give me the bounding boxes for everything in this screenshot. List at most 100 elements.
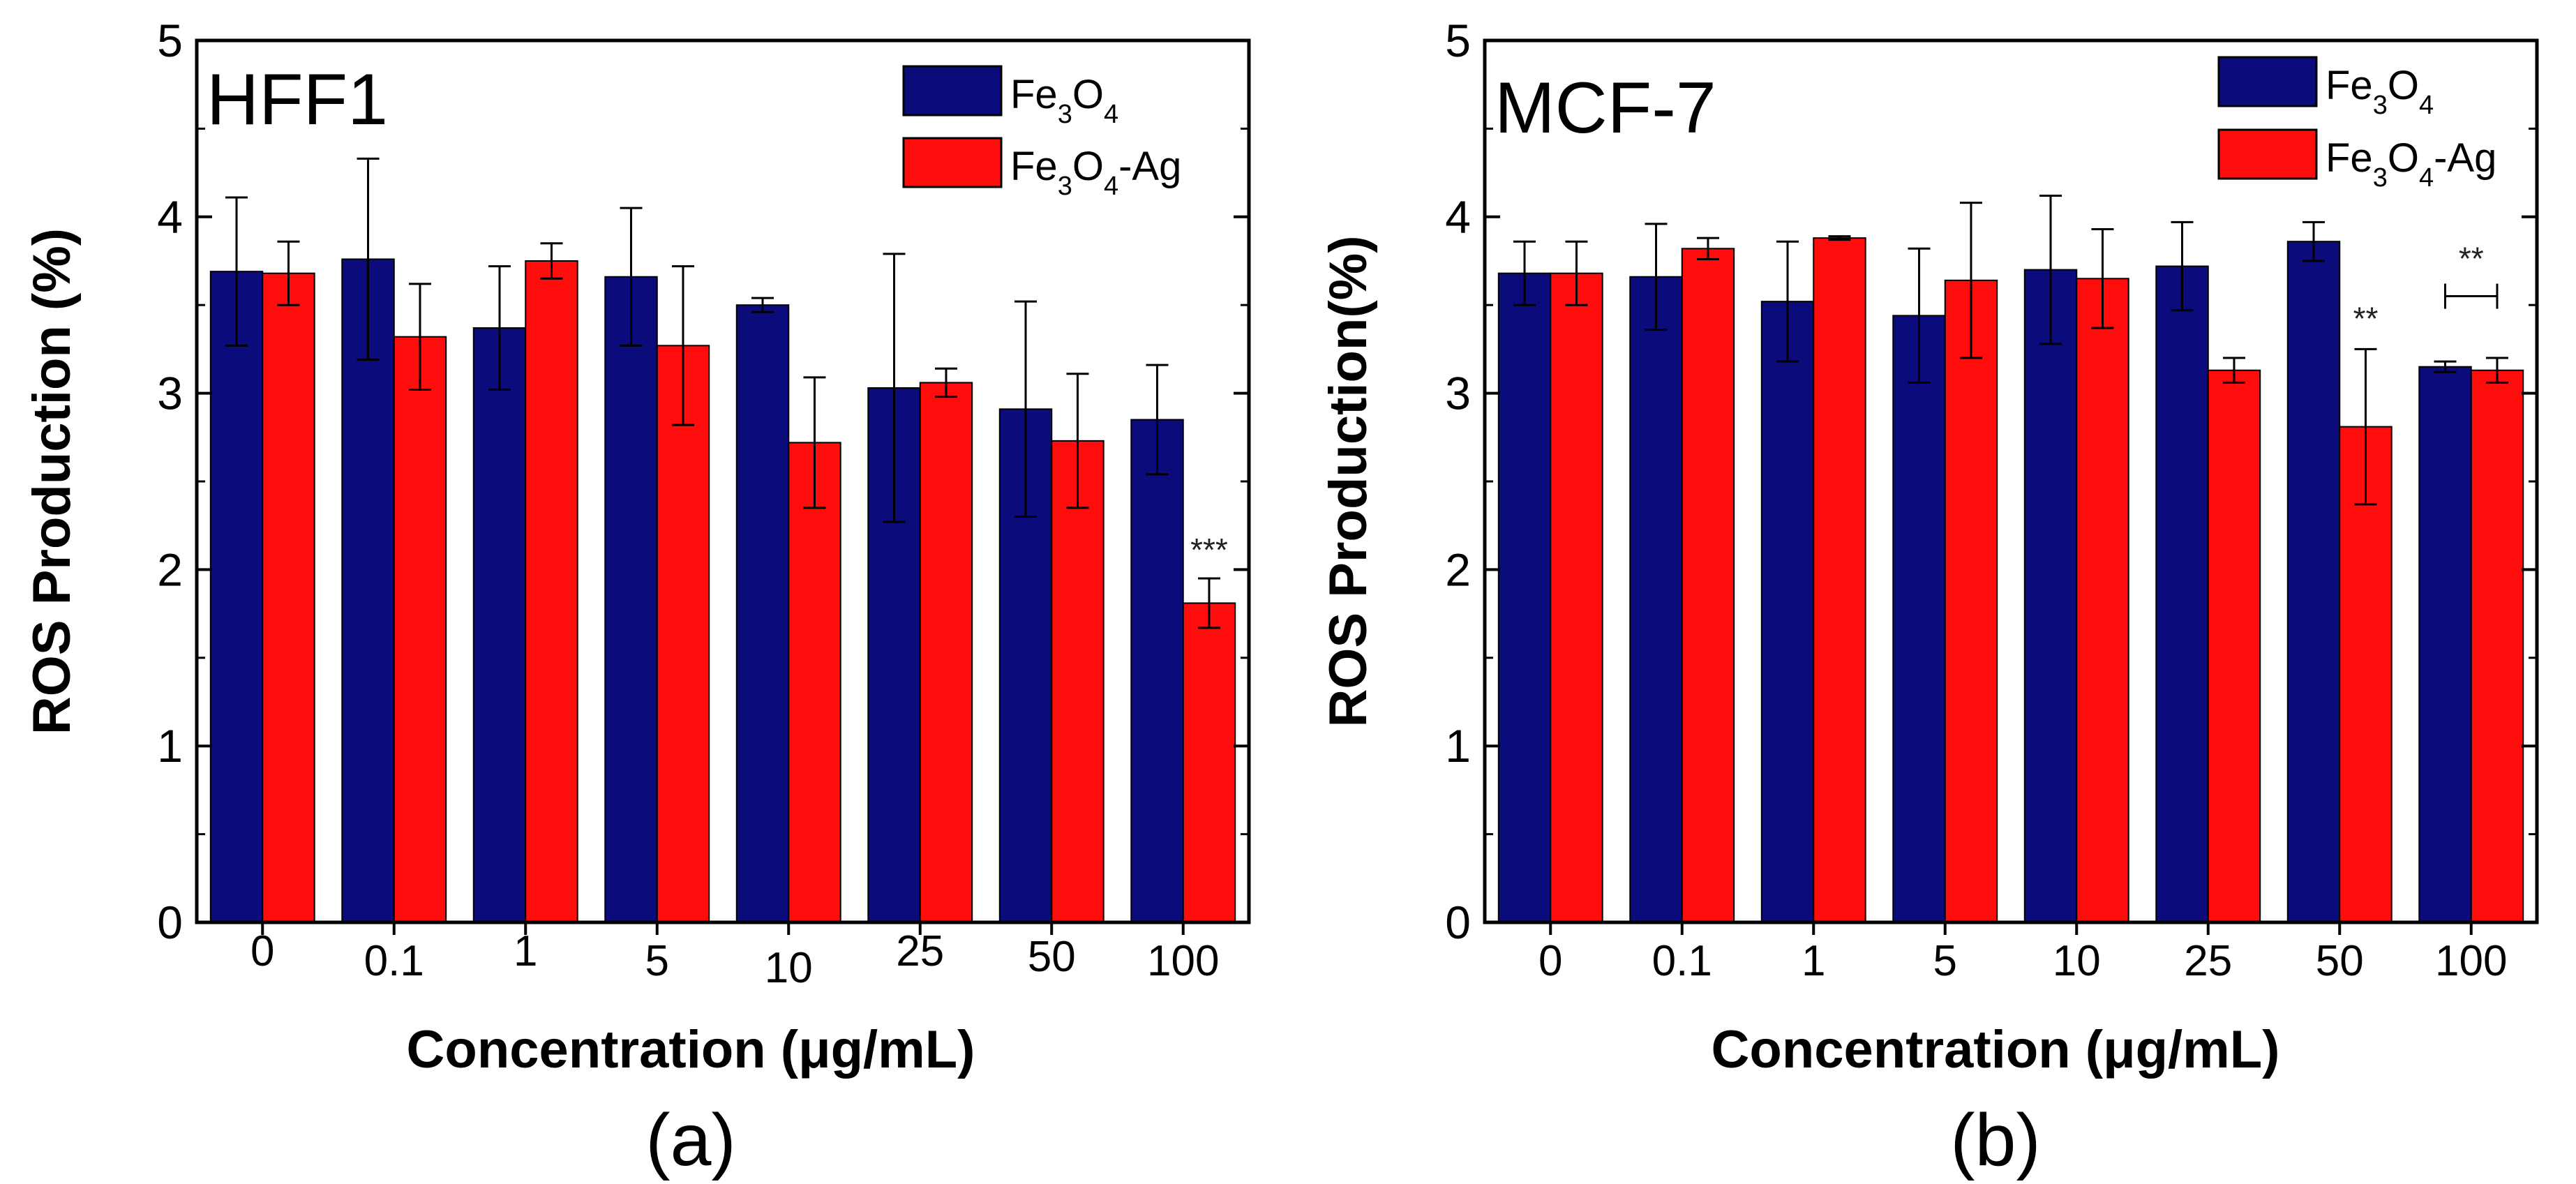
bar-a-s0-c1 bbox=[341, 258, 395, 923]
bar-a-s1-c0 bbox=[262, 272, 315, 924]
x-tick-label-a-3: 5 bbox=[645, 937, 669, 985]
x-tick-label-b-1: 0.1 bbox=[1652, 937, 1712, 985]
error-bar-a-s0-c4 bbox=[751, 297, 774, 313]
y-tick-label-b-1: 1 bbox=[1445, 720, 1471, 772]
error-bar-a-s0-c0 bbox=[225, 196, 248, 347]
legend-label-fe3o4-a: Fe3O4 bbox=[1010, 72, 1118, 129]
bar-b-s0-c5 bbox=[2155, 265, 2209, 924]
bar-b-s0-c2 bbox=[1760, 301, 1815, 924]
error-bar-a-s1-c3 bbox=[671, 265, 694, 426]
error-bar-a-s0-c2 bbox=[488, 265, 511, 391]
legend-swatch-fe3o4-a bbox=[902, 65, 1003, 117]
y-tick-label-a-1: 1 bbox=[157, 720, 183, 772]
error-bar-b-s1-c0 bbox=[1565, 240, 1588, 306]
legend-label-fe3o4-ag-b: Fe3O4-Ag bbox=[2326, 135, 2496, 193]
significance-annotation-b-1: ** bbox=[2459, 241, 2484, 277]
x-tick-label-a-4: 10 bbox=[765, 944, 813, 992]
y-tick-label-a-4: 4 bbox=[157, 191, 183, 243]
bar-a-s1-c7 bbox=[1182, 602, 1236, 923]
y-tick-label-b-4: 4 bbox=[1445, 191, 1471, 243]
bar-b-s1-c5 bbox=[2207, 369, 2261, 923]
y-tick-label-a-2: 2 bbox=[157, 544, 183, 595]
y-axis-label-b: ROS Production(%) bbox=[1319, 235, 1378, 727]
panel-a: ROS Production (%) Concentration (μg/mL)… bbox=[22, 15, 1251, 1181]
x-tick-label-b-5: 25 bbox=[2184, 937, 2232, 985]
error-bar-b-s0-c3 bbox=[1908, 247, 1931, 384]
error-bar-a-s1-c5 bbox=[934, 367, 957, 398]
error-bar-b-s0-c7 bbox=[2434, 360, 2457, 373]
error-bar-a-s0-c6 bbox=[1014, 300, 1038, 518]
bar-a-s1-c6 bbox=[1051, 440, 1104, 923]
significance-bracket-b-0 bbox=[2444, 283, 2499, 309]
bar-a-s0-c4 bbox=[735, 304, 790, 923]
panel-label-a: (a) bbox=[645, 1099, 736, 1181]
error-bar-b-s0-c0 bbox=[1513, 240, 1536, 306]
x-tick-label-b-6: 50 bbox=[2316, 937, 2364, 985]
bar-b-s1-c6 bbox=[2339, 426, 2392, 923]
legend-swatch-fe3o4-b bbox=[2217, 56, 2318, 107]
error-bar-a-s0-c7 bbox=[1146, 364, 1169, 476]
error-bar-b-s1-c4 bbox=[2091, 227, 2114, 329]
bar-b-s1-c7 bbox=[2470, 369, 2524, 923]
error-bar-a-s1-c7 bbox=[1197, 577, 1220, 629]
y-tick-label-b-0: 0 bbox=[1445, 897, 1471, 948]
bar-a-s0-c0 bbox=[209, 271, 264, 923]
error-bar-a-s1-c0 bbox=[277, 240, 300, 306]
bar-b-s0-c3 bbox=[1892, 315, 1946, 924]
error-bar-b-s0-c4 bbox=[2039, 194, 2062, 345]
legend-label-fe3o4-ag-a: Fe3O4-Ag bbox=[1010, 144, 1181, 201]
legend-swatch-fe3o4-ag-b bbox=[2217, 128, 2318, 180]
x-tick-label-b-4: 10 bbox=[2053, 937, 2101, 985]
x-tick-label-b-0: 0 bbox=[1538, 937, 1562, 985]
error-bar-b-s1-c5 bbox=[2222, 357, 2245, 384]
y-tick-label-a-3: 3 bbox=[157, 368, 183, 419]
x-tick-label-a-1: 0.1 bbox=[364, 937, 424, 985]
bar-a-s1-c1 bbox=[393, 336, 447, 924]
panel-b: ROS Production(%) Concentration (μg/mL) … bbox=[1319, 15, 2539, 1181]
bar-a-s1-c3 bbox=[656, 345, 710, 923]
x-tick-label-b-2: 1 bbox=[1802, 937, 1825, 985]
legend-label-fe3o4-b: Fe3O4 bbox=[2326, 63, 2434, 120]
x-tick-label-a-6: 50 bbox=[1028, 933, 1076, 981]
bar-b-s0-c1 bbox=[1629, 276, 1683, 923]
x-tick-label-a-0: 0 bbox=[250, 927, 274, 975]
bar-a-s1-c4 bbox=[788, 442, 841, 923]
legend-b: Fe3O4 Fe3O4-Ag bbox=[2217, 56, 2496, 193]
error-bar-a-s1-c2 bbox=[540, 242, 563, 280]
error-bar-a-s1-c6 bbox=[1066, 373, 1089, 509]
y-tick-label-b-2: 2 bbox=[1445, 544, 1471, 595]
x-axis-label-b: Concentration (μg/mL) bbox=[1712, 1020, 2280, 1079]
error-bar-b-s1-c1 bbox=[1696, 237, 1719, 260]
error-bar-a-s0-c3 bbox=[620, 207, 643, 347]
y-axis-label-a: ROS Production (%) bbox=[22, 228, 82, 735]
x-tick-label-a-5: 25 bbox=[896, 927, 944, 975]
legend-a: Fe3O4 Fe3O4-Ag bbox=[902, 65, 1181, 201]
significance-annotation-b-0: ** bbox=[2353, 301, 2379, 337]
bar-a-s0-c3 bbox=[604, 276, 658, 923]
bar-b-s1-c4 bbox=[2076, 278, 2129, 923]
bar-a-s0-c7 bbox=[1130, 419, 1184, 923]
significance-annotation-a-0: *** bbox=[1190, 532, 1228, 568]
inset-title-a: HFF1 bbox=[207, 59, 388, 140]
bar-b-s1-c2 bbox=[1813, 237, 1866, 923]
bar-b-s0-c6 bbox=[2286, 241, 2341, 923]
error-bar-a-s1-c1 bbox=[408, 283, 431, 391]
error-bar-a-s1-c4 bbox=[803, 376, 826, 509]
bar-b-s1-c1 bbox=[1681, 248, 1735, 923]
bar-b-s1-c0 bbox=[1550, 272, 1603, 924]
y-tick-label-b-3: 3 bbox=[1445, 368, 1471, 419]
error-bar-b-s0-c5 bbox=[2171, 220, 2194, 312]
x-tick-label-a-2: 1 bbox=[514, 927, 537, 975]
error-bar-a-s0-c1 bbox=[357, 157, 380, 361]
y-tick-label-a-0: 0 bbox=[157, 897, 183, 948]
x-tick-label-b-3: 5 bbox=[1933, 937, 1957, 985]
bar-a-s1-c2 bbox=[525, 260, 578, 923]
bar-b-s0-c4 bbox=[2023, 269, 2078, 923]
error-bar-b-s1-c6 bbox=[2354, 347, 2377, 506]
error-bar-b-s1-c2 bbox=[1828, 235, 1851, 241]
error-bar-b-s0-c6 bbox=[2302, 220, 2326, 262]
bar-b-s0-c7 bbox=[2418, 366, 2472, 923]
bar-b-s0-c0 bbox=[1497, 272, 1552, 924]
y-tick-label-b-5: 5 bbox=[1445, 15, 1471, 66]
